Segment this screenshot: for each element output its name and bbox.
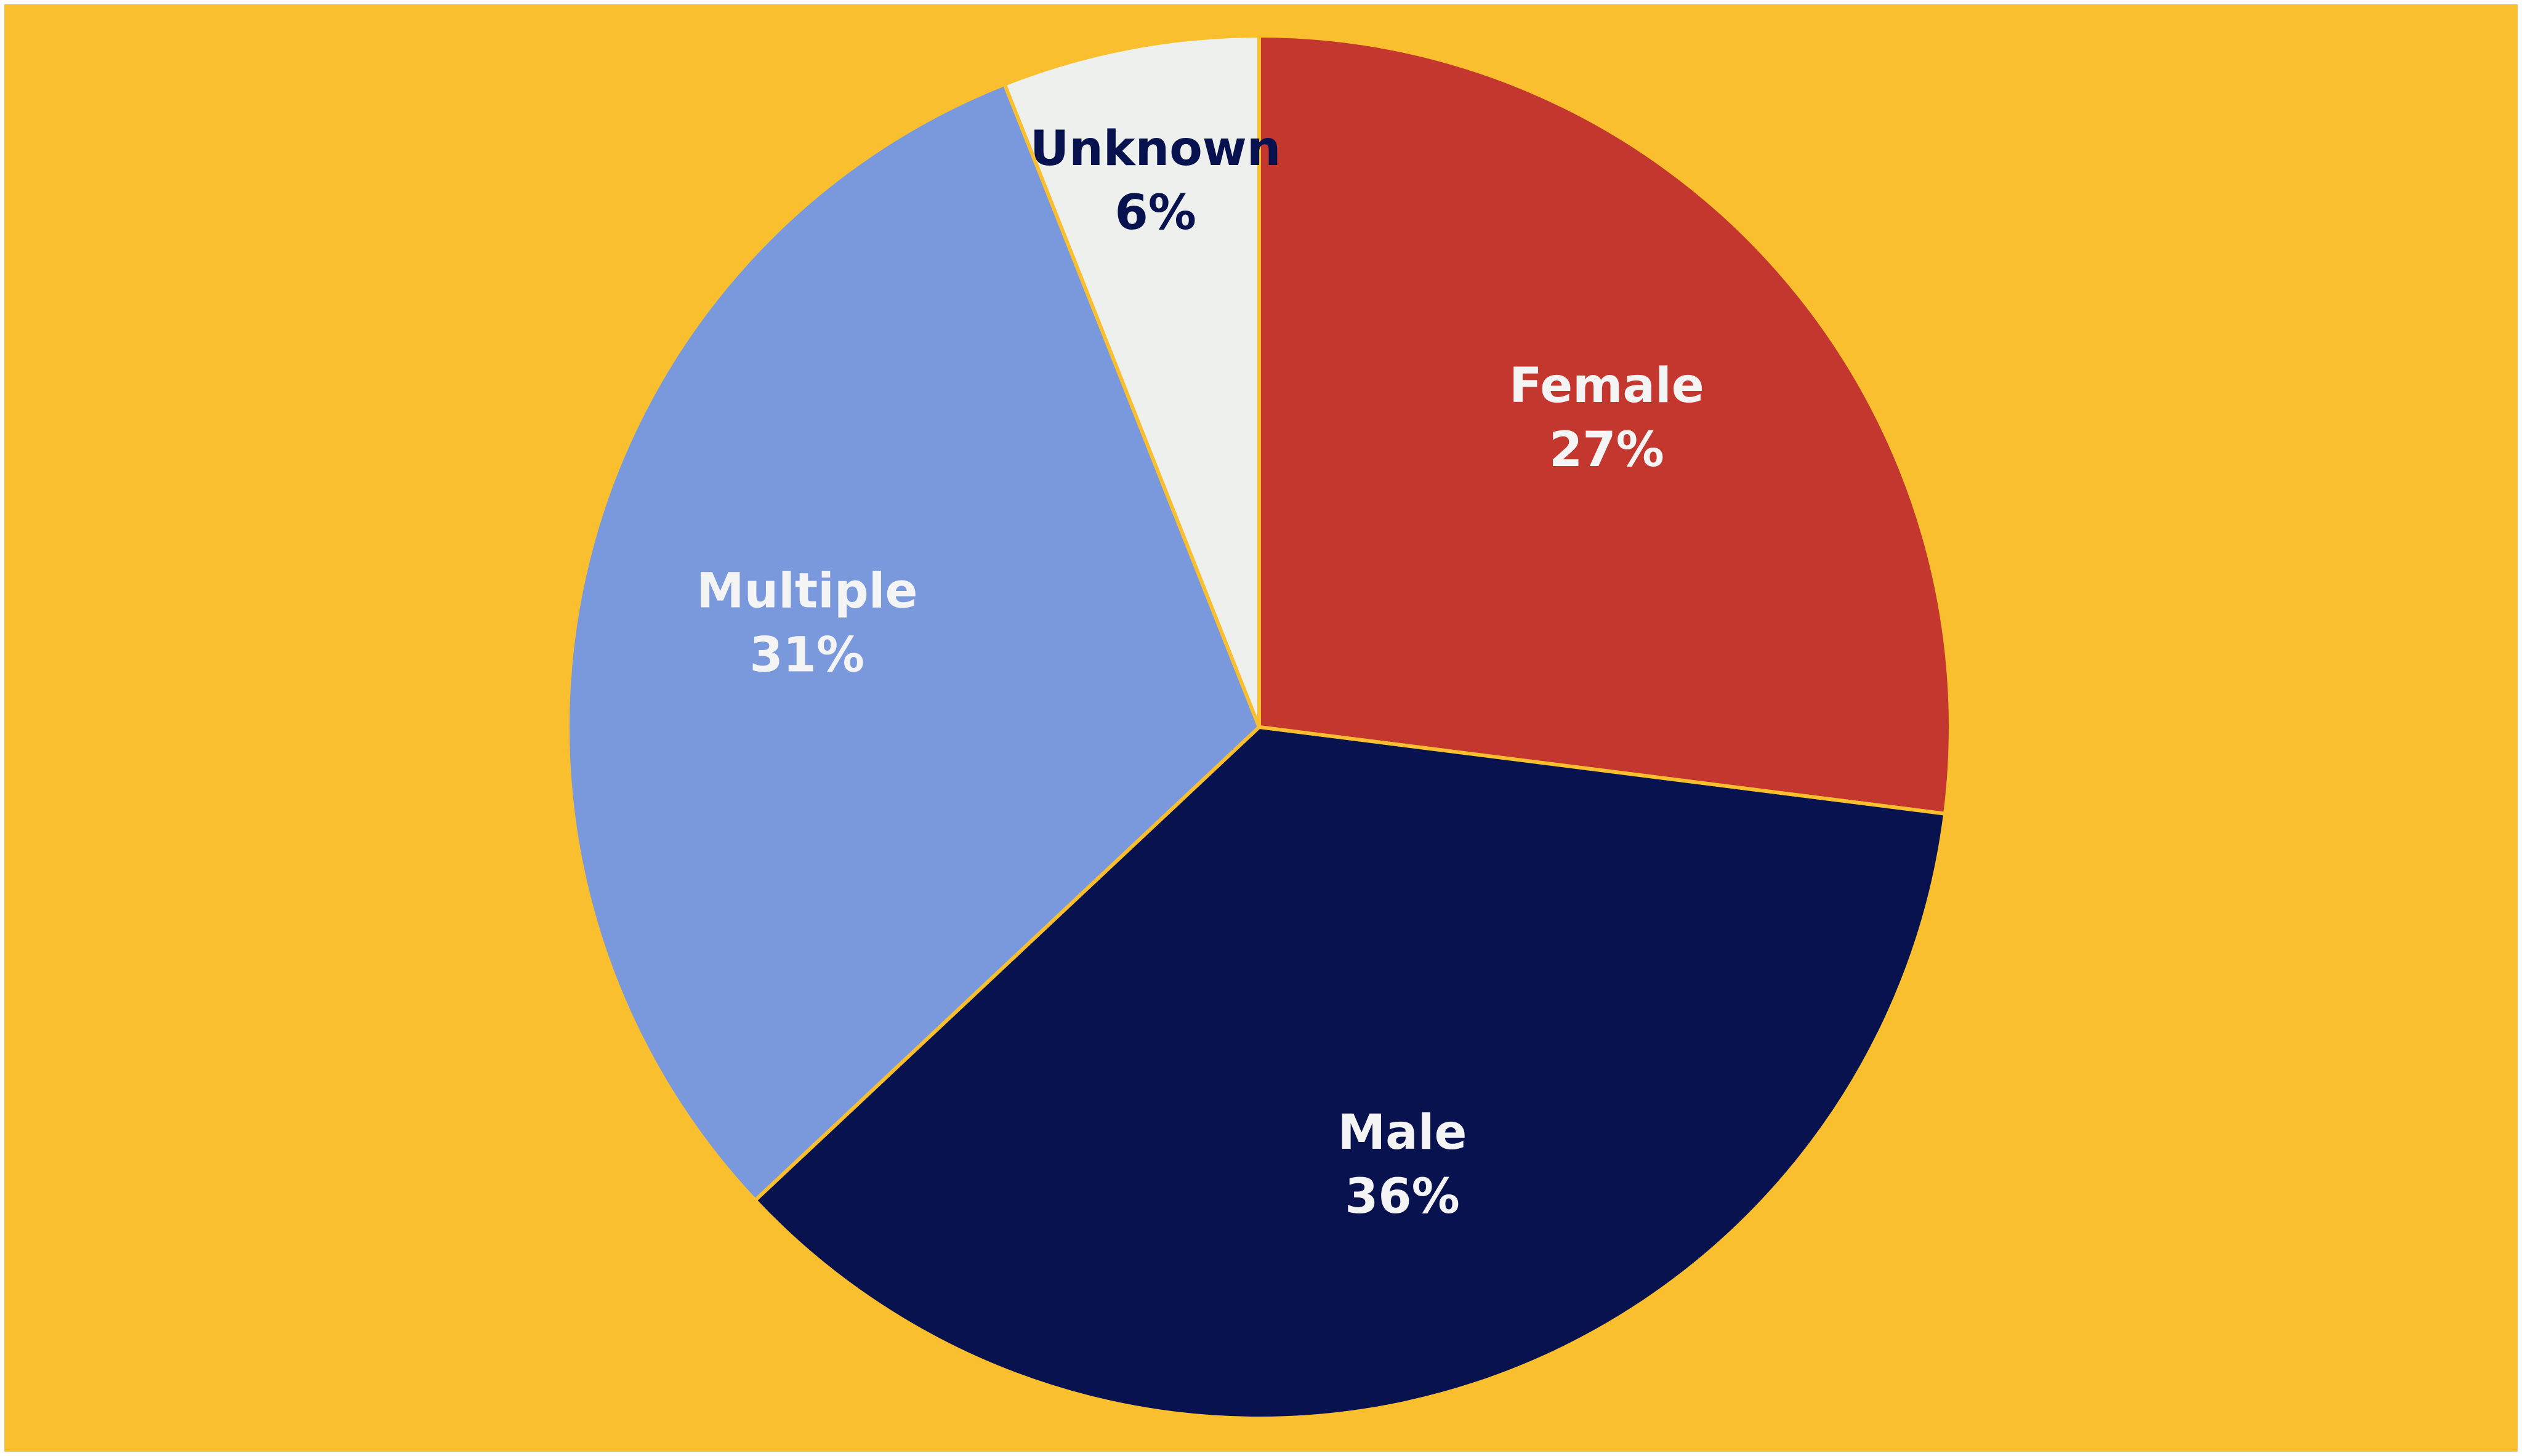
slice-value-label: 31%: [749, 627, 864, 683]
pie-slice: [1257, 33, 1952, 816]
slice-label: Male: [1338, 1105, 1467, 1160]
slice-value-label: 36%: [1345, 1169, 1460, 1225]
pie-slice: [566, 81, 1262, 1203]
slice-value-label: 6%: [1114, 185, 1196, 241]
pie-slice: [1002, 33, 1261, 728]
slice-label: Multiple: [696, 563, 917, 619]
slice-label: Female: [1509, 358, 1704, 414]
slice-value-label: 27%: [1549, 422, 1664, 478]
pie-slice: [752, 725, 1948, 1420]
slice-label: Unknown: [1030, 121, 1281, 177]
